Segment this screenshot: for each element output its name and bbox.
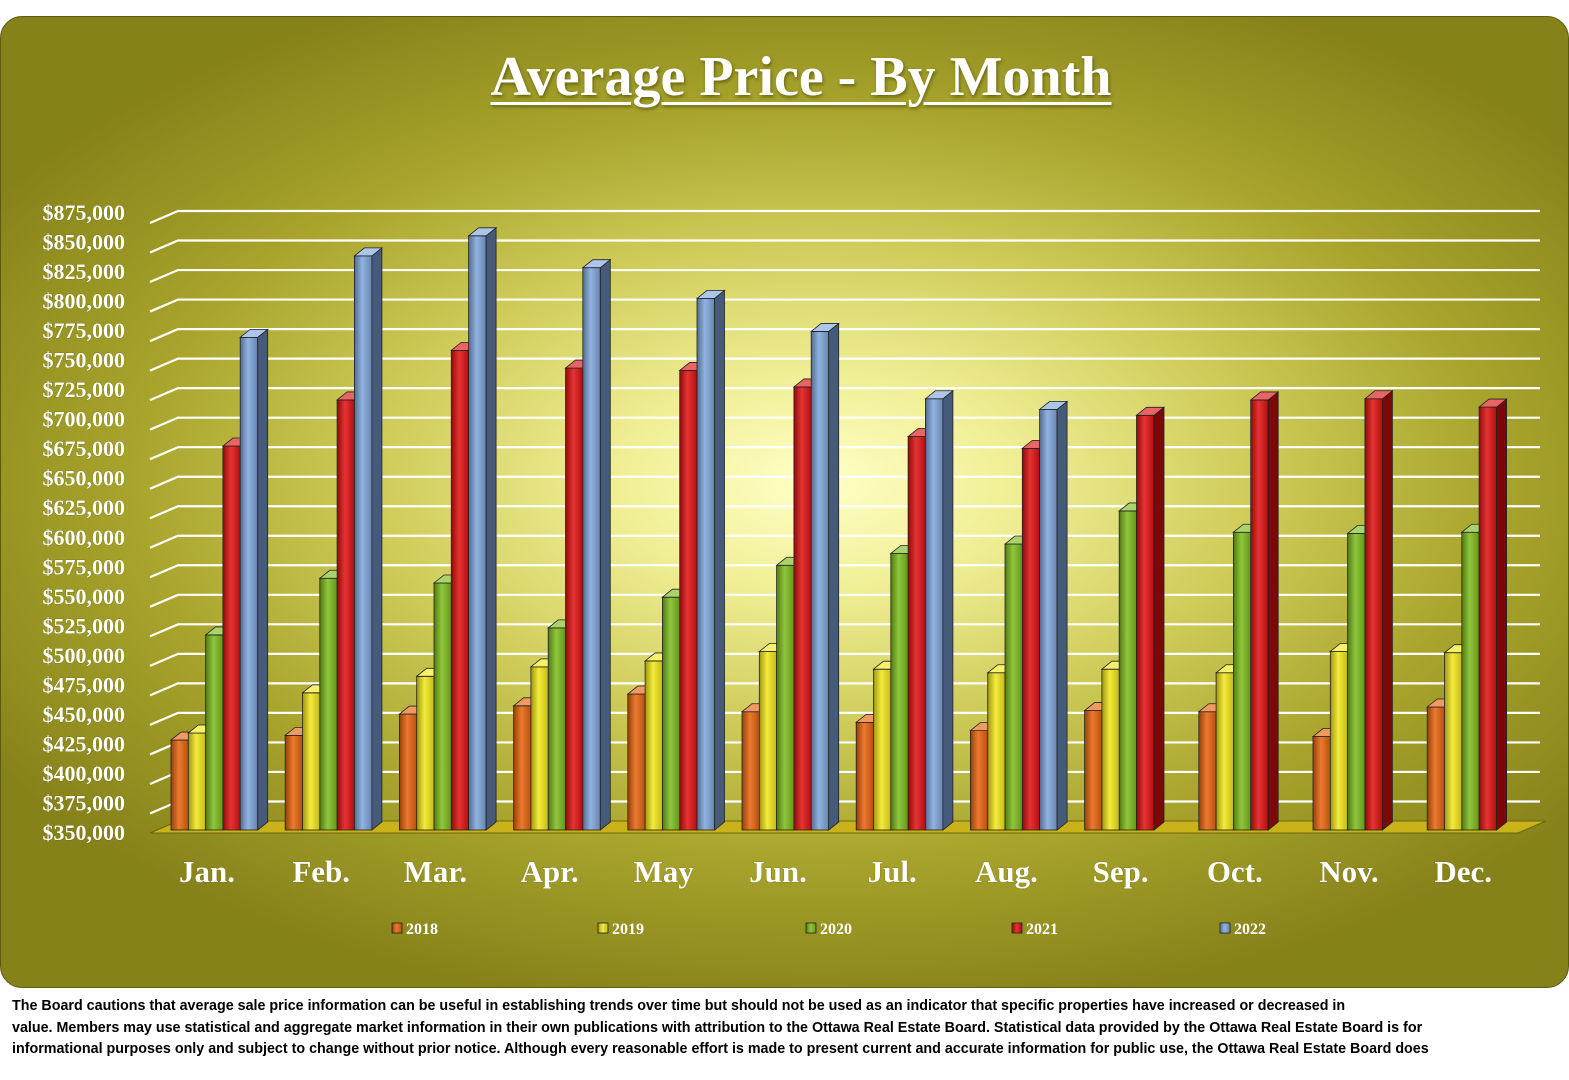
x-tick-label: Apr. [520,854,578,889]
y-tick-label: $825,000 [43,259,126,284]
bars [169,226,1508,831]
gridline [149,416,1540,431]
bar [1249,391,1280,831]
bar [1038,400,1069,831]
x-tick-label: Oct. [1207,854,1263,889]
y-tick-label: $875,000 [43,200,126,225]
legend-label: 2020 [820,921,852,938]
disclaimer: The Board cautions that average sale pri… [12,996,1552,1061]
x-tick-label: Sep. [1093,854,1149,889]
legend-swatch [1219,922,1231,934]
x-tick-label: Feb. [292,854,350,889]
disclaimer-line: informational purposes only and subject … [12,1041,1429,1057]
y-tick-label: $775,000 [43,318,126,343]
gridline [149,446,1540,461]
gridline [149,623,1540,638]
y-tick-label: $475,000 [43,672,126,697]
gridline [149,534,1540,549]
x-tick-label: May [634,854,695,889]
y-tick-label: $525,000 [43,613,126,638]
y-tick-label: $550,000 [43,584,126,609]
legend-label: 2019 [612,921,644,938]
chart-floor [149,820,1547,834]
gridline [149,593,1540,608]
bar-chart: $350,000 $375,000 $400,000 $425,000 $450,000… [42,199,1547,938]
gridline [149,682,1540,697]
gridline [149,298,1540,313]
legend-swatch [1011,922,1023,934]
gridline [149,327,1540,343]
y-tick-label: $750,000 [43,348,126,373]
legend-swatch [597,922,609,934]
disclaimer-line: The Board cautions that average sale pri… [12,998,1346,1014]
gridline [149,564,1540,579]
bar [581,258,612,831]
bar [1363,389,1394,831]
y-axis: $350,000 $375,000 $400,000 $425,000 $450,000… [42,200,126,846]
gridline [149,505,1540,520]
legend-swatch [391,922,403,934]
bar [1477,398,1508,831]
y-tick-label: $850,000 [43,230,126,255]
y-tick-label: $350,000 [43,820,126,845]
chart-title: Average Price - By Month [490,46,1112,108]
y-tick-label: $500,000 [43,643,126,668]
gridline [149,357,1540,372]
gridline [149,475,1540,490]
y-tick-label: $450,000 [43,702,126,727]
x-tick-label: Jul. [868,854,917,889]
gridline [149,387,1540,402]
x-tick-label: Dec. [1434,854,1492,889]
y-tick-label: $625,000 [43,495,126,520]
bar [924,389,955,831]
bar [810,322,840,831]
x-tick-label: Nov. [1319,854,1378,889]
bar [239,328,269,831]
legend-label: 2018 [406,921,438,938]
gridline [149,239,1540,254]
legend-item: 2020 [805,921,852,938]
y-tick-label: $375,000 [43,790,126,815]
y-tick-label: $400,000 [43,761,126,786]
bar [467,226,498,831]
y-tick-label: $725,000 [43,377,126,402]
x-tick-label: Aug. [975,854,1038,889]
y-tick-label: $700,000 [43,407,126,432]
gridline [149,209,1540,225]
y-tick-label: $425,000 [43,731,126,756]
y-tick-label: $600,000 [43,525,126,550]
y-tick-label: $675,000 [43,436,126,461]
legend-item: 2022 [1219,921,1266,938]
legend-label: 2022 [1234,921,1266,938]
bar [1135,406,1166,831]
legend-swatch [805,922,817,934]
legend-item: 2018 [391,921,438,938]
y-tick-label: $575,000 [43,554,126,579]
bar [353,247,384,831]
x-tick-label: Jun. [749,854,807,889]
legend-item: 2019 [597,921,644,938]
legend-label: 2021 [1026,921,1058,938]
bar [695,289,726,831]
legend: 2018 2019 2020 2021 2022 [391,921,1266,938]
disclaimer-line: value. Members may use statistical and a… [12,1019,1423,1036]
legend-item: 2021 [1011,921,1058,938]
x-tick-label: Jan. [179,854,235,889]
gridline [149,652,1540,667]
y-tick-label: $650,000 [43,466,126,491]
y-tick-label: $800,000 [43,289,126,314]
x-tick-label: Mar. [404,854,467,889]
gridline [149,268,1540,284]
